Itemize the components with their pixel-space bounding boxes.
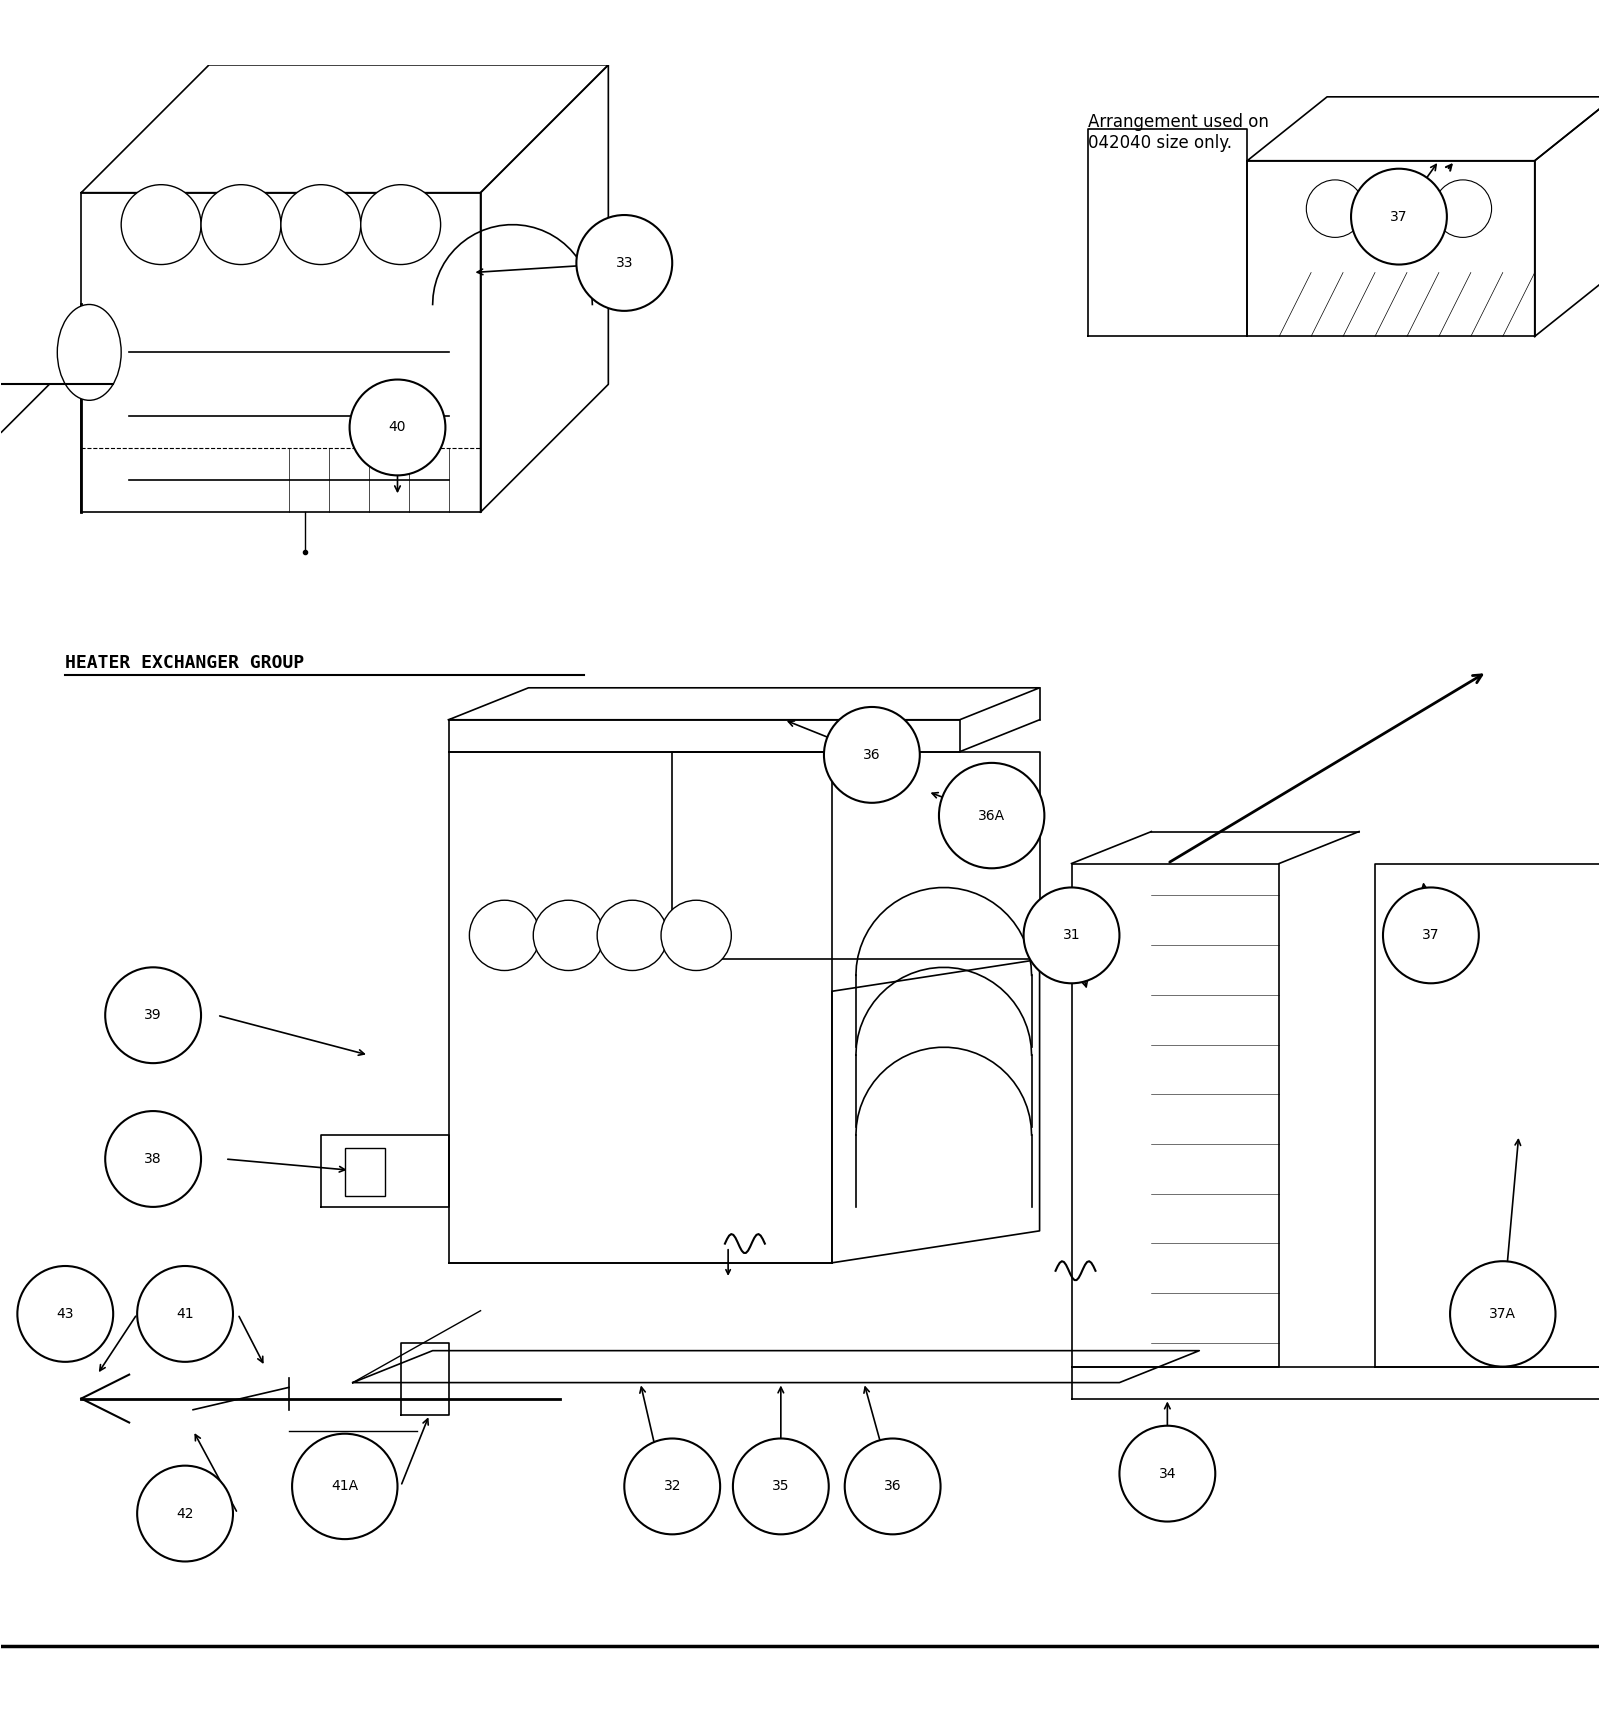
Text: 38: 38 [144,1152,162,1166]
Circle shape [138,1466,234,1561]
Text: 31: 31 [1062,929,1080,943]
Text: 35: 35 [773,1480,789,1494]
Circle shape [733,1439,829,1534]
Circle shape [469,900,539,971]
Circle shape [282,185,360,264]
Text: 41: 41 [176,1307,194,1321]
Circle shape [360,185,440,264]
Text: 36A: 36A [978,808,1005,822]
Text: HEATER EXCHANGER GROUP: HEATER EXCHANGER GROUP [66,655,304,672]
Text: 37: 37 [1422,929,1440,943]
Text: 41A: 41A [331,1480,358,1494]
Circle shape [1382,888,1478,983]
Circle shape [1306,180,1363,237]
Circle shape [106,967,202,1064]
Circle shape [349,380,445,475]
Circle shape [597,900,667,971]
Text: 39: 39 [144,1009,162,1022]
Ellipse shape [58,304,122,401]
Circle shape [1370,180,1427,237]
Circle shape [138,1266,234,1363]
Circle shape [939,763,1045,869]
Text: 43: 43 [56,1307,74,1321]
Text: 42: 42 [176,1506,194,1520]
Circle shape [18,1266,114,1363]
Circle shape [845,1439,941,1534]
Circle shape [661,900,731,971]
Text: 36: 36 [862,748,880,762]
Circle shape [1450,1261,1555,1366]
Circle shape [576,216,672,311]
Circle shape [533,900,603,971]
Circle shape [122,185,202,264]
Text: 40: 40 [389,420,406,435]
Text: Arrangement used on
042040 size only.: Arrangement used on 042040 size only. [1088,112,1269,152]
Text: 33: 33 [616,256,634,269]
Text: 32: 32 [664,1480,682,1494]
Text: 37A: 37A [1490,1307,1517,1321]
Text: 37: 37 [1390,209,1408,223]
Circle shape [1024,888,1120,983]
Bar [344,1148,384,1195]
Circle shape [1120,1427,1216,1521]
Circle shape [1350,169,1446,264]
Circle shape [106,1110,202,1207]
Circle shape [202,185,282,264]
Circle shape [624,1439,720,1534]
Circle shape [293,1433,397,1539]
Text: 36: 36 [883,1480,901,1494]
Circle shape [824,706,920,803]
Text: 34: 34 [1158,1466,1176,1480]
Circle shape [1434,180,1491,237]
